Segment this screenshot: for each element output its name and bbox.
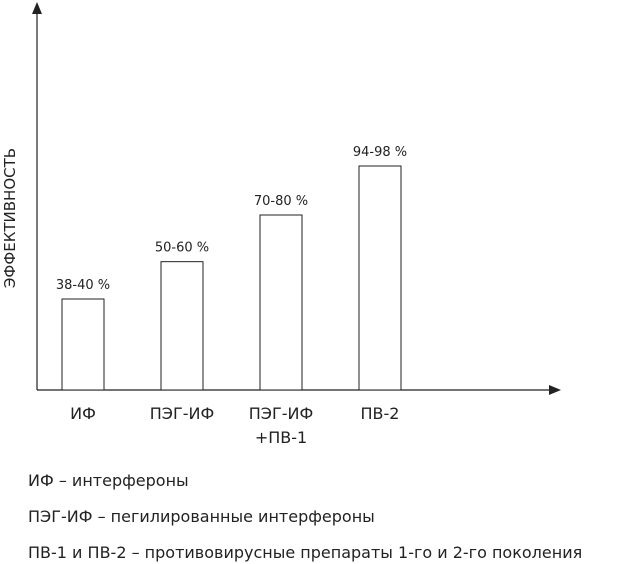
value-label: 94-98 %	[353, 145, 407, 160]
bar	[259, 214, 303, 391]
legend-note: ПЭГ-ИФ – пегилированные интерфероны	[28, 507, 375, 526]
bar	[160, 261, 204, 391]
bar	[358, 165, 402, 391]
x-tick-label: ПВ-2	[360, 404, 400, 423]
value-label: 50-60 %	[155, 241, 209, 256]
value-label: 38-40 %	[56, 278, 110, 293]
y-axis-label: ЭФФЕКТИВНОСТЬ	[1, 148, 19, 288]
bar	[61, 298, 105, 391]
x-tick-label: ПЭГ-ИФ +ПВ-1	[248, 404, 314, 447]
x-arrow	[549, 385, 561, 395]
legend-note: ПВ-1 и ПВ-2 – противовирусные препараты …	[28, 543, 583, 562]
value-label: 70-80 %	[254, 194, 308, 209]
y-arrow	[32, 2, 42, 14]
legend-note: ИФ – интерфероны	[28, 471, 189, 490]
x-tick-label: ИФ	[70, 404, 96, 423]
x-tick-label: ПЭГ-ИФ	[149, 404, 215, 423]
